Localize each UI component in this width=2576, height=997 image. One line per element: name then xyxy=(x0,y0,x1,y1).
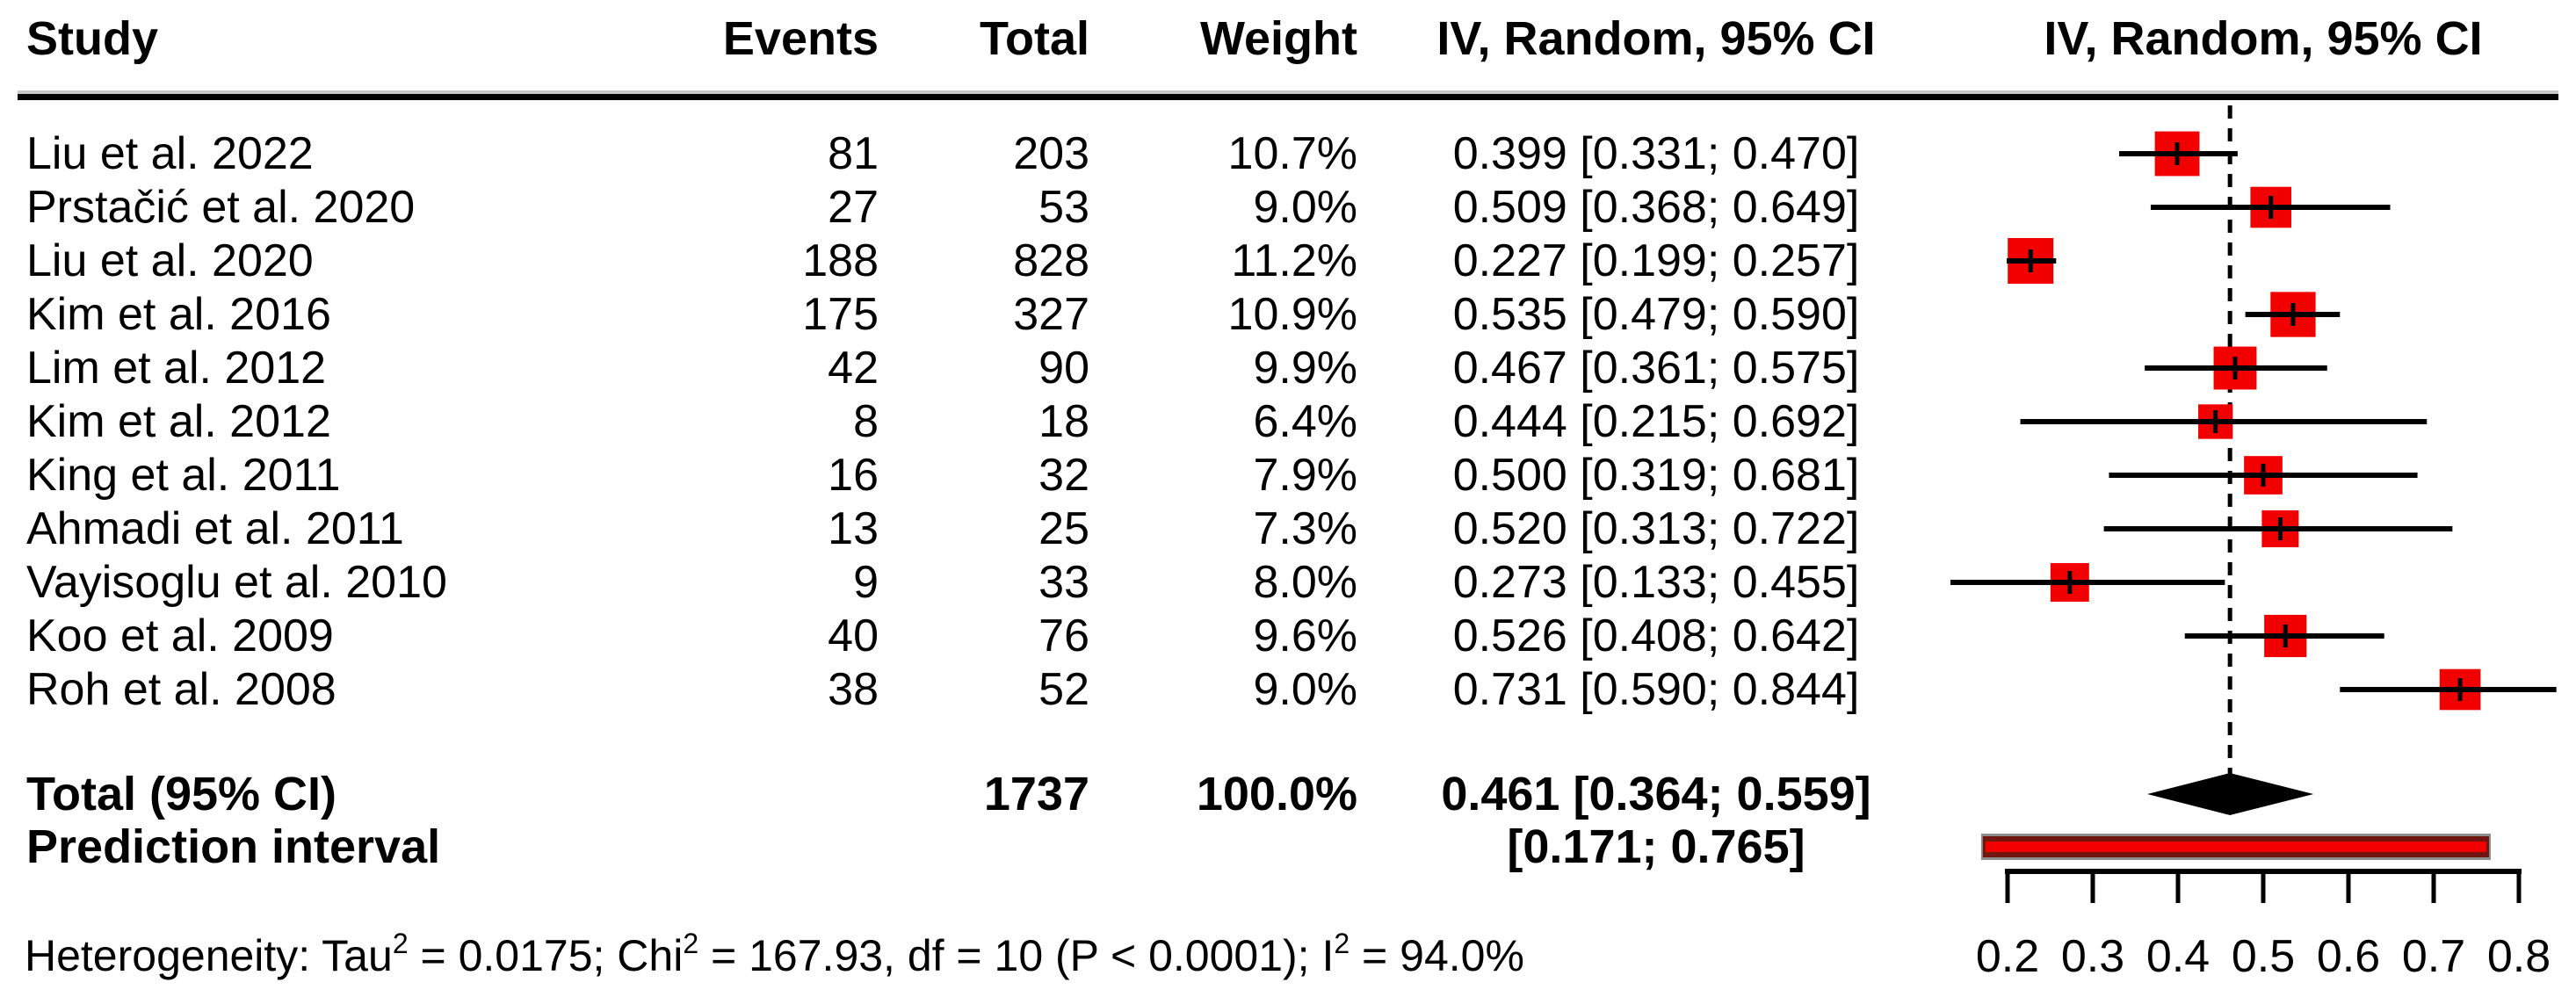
study-ci-text: 0.731 [0.590; 0.844] xyxy=(1452,664,1860,715)
study-total: 33 xyxy=(1038,557,1089,608)
study-weight: 9.0% xyxy=(1253,664,1357,715)
study-name: Lim et al. 2012 xyxy=(26,343,327,394)
x-axis-tick-label: 0.5 xyxy=(2232,931,2295,982)
heterogeneity-text-4: = 94.0% xyxy=(1350,931,1524,980)
study-weight: 7.3% xyxy=(1253,503,1357,554)
study-ci-text: 0.467 [0.361; 0.575] xyxy=(1452,343,1860,394)
heterogeneity-sup-1: 2 xyxy=(392,928,409,959)
header-total: Total xyxy=(980,12,1089,65)
study-weight: 9.6% xyxy=(1253,610,1357,661)
study-name: Ahmadi et al. 2011 xyxy=(26,503,404,554)
study-events: 8 xyxy=(853,396,879,447)
study-total: 25 xyxy=(1038,503,1089,554)
study-ci-text: 0.520 [0.313; 0.722] xyxy=(1452,503,1860,554)
study-name: Koo et al. 2009 xyxy=(26,610,334,661)
study-name: Kim et al. 2016 xyxy=(26,289,331,340)
study-ci-text: 0.500 [0.319; 0.681] xyxy=(1452,450,1860,501)
prediction-row-ci: [0.171; 0.765] xyxy=(1507,820,1805,873)
header-weight: Weight xyxy=(1200,12,1357,65)
study-row: Liu et al. 2022 81 203 10.7% 0.399 [0.33… xyxy=(0,126,2576,181)
study-total: 828 xyxy=(1013,235,1089,286)
study-events: 27 xyxy=(828,182,879,233)
prediction-row: Prediction interval [0.171; 0.765] xyxy=(0,820,2576,874)
study-total: 76 xyxy=(1038,610,1089,661)
study-name: Vayisoglu et al. 2010 xyxy=(26,557,447,608)
study-total: 18 xyxy=(1038,396,1089,447)
heterogeneity-sup-2: 2 xyxy=(683,928,699,959)
study-row: Kim et al. 2016 175 327 10.9% 0.535 [0.4… xyxy=(0,287,2576,342)
study-row: Lim et al. 2012 42 90 9.9% 0.467 [0.361;… xyxy=(0,341,2576,395)
prediction-row-label: Prediction interval xyxy=(26,820,441,873)
study-weight: 6.4% xyxy=(1253,396,1357,447)
x-axis-tick-label: 0.3 xyxy=(2061,931,2124,982)
study-name: King et al. 2011 xyxy=(26,450,341,501)
heterogeneity-text-3: = 167.93, df = 10 (P < 0.0001); I xyxy=(698,931,1335,980)
study-name: Liu et al. 2020 xyxy=(26,235,314,286)
study-ci-text: 0.535 [0.479; 0.590] xyxy=(1452,289,1860,340)
x-axis-tick-label: 0.7 xyxy=(2402,931,2465,982)
study-ci-text: 0.399 [0.331; 0.470] xyxy=(1452,128,1860,179)
study-total: 53 xyxy=(1038,182,1089,233)
heterogeneity-sup-3: 2 xyxy=(1334,928,1350,959)
study-row: King et al. 2011 16 32 7.9% 0.500 [0.319… xyxy=(0,448,2576,502)
header-ci-plot: IV, Random, 95% CI xyxy=(2044,12,2483,65)
study-total: 203 xyxy=(1013,128,1089,179)
study-ci-text: 0.273 [0.133; 0.455] xyxy=(1452,557,1860,608)
study-weight: 8.0% xyxy=(1253,557,1357,608)
x-axis-tick-label: 0.4 xyxy=(2146,931,2210,982)
total-row-label: Total (95% CI) xyxy=(26,768,337,820)
total-row: Total (95% CI) 1737 100.0% 0.461 [0.364;… xyxy=(0,767,2576,821)
study-weight: 10.7% xyxy=(1227,128,1357,179)
study-name: Kim et al. 2012 xyxy=(26,396,331,447)
study-weight: 10.9% xyxy=(1227,289,1357,340)
study-events: 16 xyxy=(828,450,879,501)
study-weight: 11.2% xyxy=(1231,235,1357,286)
x-axis-tick-label: 0.6 xyxy=(2317,931,2380,982)
total-row-weight: 100.0% xyxy=(1196,768,1357,820)
study-events: 13 xyxy=(828,503,879,554)
study-total: 327 xyxy=(1013,289,1089,340)
total-row-total: 1737 xyxy=(983,768,1089,820)
total-row-ci: 0.461 [0.364; 0.559] xyxy=(1441,768,1871,820)
study-total: 32 xyxy=(1038,450,1089,501)
header-events: Events xyxy=(722,12,879,65)
study-row: Vayisoglu et al. 2010 9 33 8.0% 0.273 [0… xyxy=(0,555,2576,610)
study-total: 90 xyxy=(1038,343,1089,394)
heterogeneity-text-2: = 0.0175; Chi xyxy=(408,931,684,980)
study-weight: 9.0% xyxy=(1253,182,1357,233)
header-rule xyxy=(18,90,2558,100)
study-ci-text: 0.509 [0.368; 0.649] xyxy=(1452,182,1860,233)
study-name: Roh et al. 2008 xyxy=(26,664,336,715)
study-ci-text: 0.444 [0.215; 0.692] xyxy=(1452,396,1860,447)
study-ci-text: 0.526 [0.408; 0.642] xyxy=(1452,610,1860,661)
study-events: 38 xyxy=(828,664,879,715)
study-row: Prstačić et al. 2020 27 53 9.0% 0.509 [0… xyxy=(0,180,2576,235)
study-name: Liu et al. 2022 xyxy=(26,128,314,179)
study-events: 40 xyxy=(828,610,879,661)
study-events: 81 xyxy=(828,128,879,179)
x-axis-tick-label: 0.2 xyxy=(1976,931,2039,982)
study-events: 175 xyxy=(802,289,879,340)
heterogeneity-text-1: Heterogeneity: Tau xyxy=(25,931,393,980)
study-name: Prstačić et al. 2020 xyxy=(26,182,416,233)
study-row: Koo et al. 2009 40 76 9.6% 0.526 [0.408;… xyxy=(0,609,2576,663)
study-events: 188 xyxy=(802,235,879,286)
study-ci-text: 0.227 [0.199; 0.257] xyxy=(1452,235,1860,286)
study-total: 52 xyxy=(1038,664,1089,715)
x-axis-tick-label: 0.8 xyxy=(2487,931,2551,982)
study-weight: 7.9% xyxy=(1253,450,1357,501)
study-row: Liu et al. 2020 188 828 11.2% 0.227 [0.1… xyxy=(0,234,2576,288)
study-row: Kim et al. 2012 8 18 6.4% 0.444 [0.215; … xyxy=(0,394,2576,449)
study-row: Roh et al. 2008 38 52 9.0% 0.731 [0.590;… xyxy=(0,662,2576,717)
study-weight: 9.9% xyxy=(1253,343,1357,394)
header-ci-text: IV, Random, 95% CI xyxy=(1436,12,1876,65)
study-events: 42 xyxy=(828,343,879,394)
header-study: Study xyxy=(26,12,159,65)
heterogeneity-note: Heterogeneity: Tau2 = 0.0175; Chi2 = 167… xyxy=(25,928,1524,984)
study-events: 9 xyxy=(853,557,879,608)
study-row: Ahmadi et al. 2011 13 25 7.3% 0.520 [0.3… xyxy=(0,502,2576,556)
